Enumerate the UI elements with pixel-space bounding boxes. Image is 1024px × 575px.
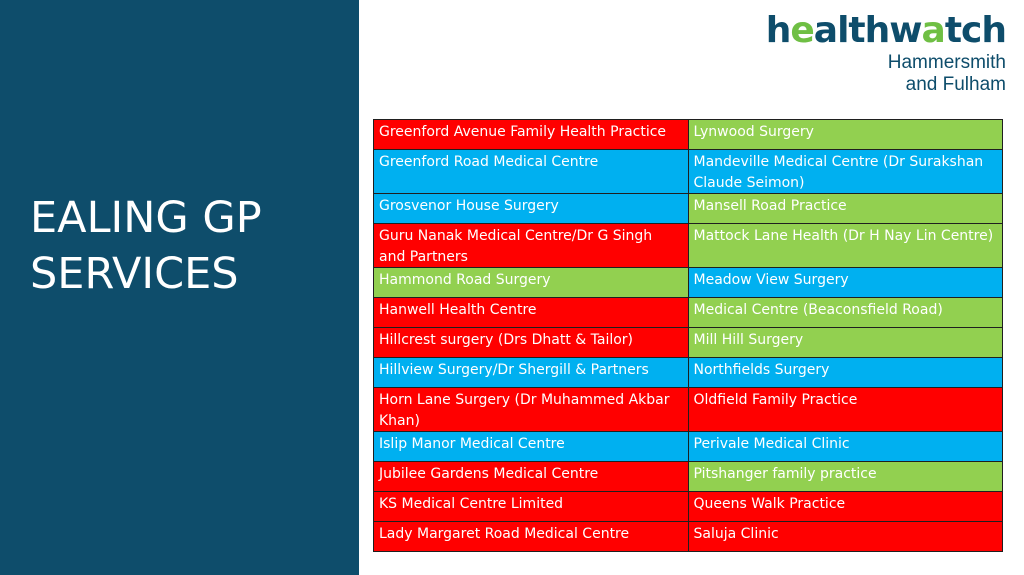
gp-practice-cell: Northfields Surgery bbox=[687, 357, 1003, 388]
gp-practice-cell: Hillcrest surgery (Drs Dhatt & Tailor) bbox=[373, 327, 689, 358]
gp-practice-cell: Mandeville Medical Centre (Dr Surakshan … bbox=[687, 149, 1003, 194]
table-row: Horn Lane Surgery (Dr Muhammed Akbar Kha… bbox=[373, 387, 1003, 432]
gp-practice-cell: Hanwell Health Centre bbox=[373, 297, 689, 328]
sidebar-panel: EALING GP SERVICES bbox=[0, 0, 359, 575]
gp-practice-cell: Mill Hill Surgery bbox=[687, 327, 1003, 358]
table-row: Greenford Avenue Family Health Practice L… bbox=[373, 119, 1003, 150]
page-title: EALING GP SERVICES bbox=[30, 190, 262, 302]
table-row: Lady Margaret Road Medical Centre Saluja … bbox=[373, 521, 1003, 552]
gp-practice-cell: Meadow View Surgery bbox=[687, 267, 1003, 298]
gp-practice-cell: Mattock Lane Health (Dr H Nay Lin Centre… bbox=[687, 223, 1003, 268]
logo-wordmark: healthwatch bbox=[765, 10, 1007, 51]
gp-practice-cell: Lynwood Surgery bbox=[687, 119, 1003, 150]
page-title-line1: EALING GP bbox=[30, 193, 262, 243]
gp-practice-cell: Islip Manor Medical Centre bbox=[373, 431, 689, 462]
table-row: Jubilee Gardens Medical Centre Pitshanger… bbox=[373, 461, 1003, 492]
gp-practice-cell: Hillview Surgery/Dr Shergill & Partners bbox=[373, 357, 689, 388]
healthwatch-logo: healthwatch Hammersmith and Fulham bbox=[736, 10, 1007, 96]
table-row: Hillcrest surgery (Drs Dhatt & Tailor) Mi… bbox=[373, 327, 1003, 358]
table-row: KS Medical Centre Limited Queens Walk Pra… bbox=[373, 491, 1003, 522]
gp-practice-cell: Pitshanger family practice bbox=[687, 461, 1003, 492]
table-row: Greenford Road Medical Centre Mandeville … bbox=[373, 149, 1003, 194]
gp-practice-cell: Perivale Medical Clinic bbox=[687, 431, 1003, 462]
gp-practice-cell: Saluja Clinic bbox=[687, 521, 1003, 552]
gp-practice-cell: Queens Walk Practice bbox=[687, 491, 1003, 522]
gp-services-table: Greenford Avenue Family Health Practice L… bbox=[373, 119, 1003, 552]
gp-practice-cell: Grosvenor House Surgery bbox=[373, 193, 689, 224]
table-row: Hanwell Health Centre Medical Centre (Bea… bbox=[373, 297, 1003, 328]
logo-subtitle-line1: Hammersmith bbox=[887, 52, 1006, 73]
table-row: Grosvenor House Surgery Mansell Road Prac… bbox=[373, 193, 1003, 224]
gp-practice-cell: Guru Nanak Medical Centre/Dr G Singh and… bbox=[373, 223, 689, 268]
gp-practice-cell: Hammond Road Surgery bbox=[373, 267, 689, 298]
table-row: Guru Nanak Medical Centre/Dr G Singh and… bbox=[373, 223, 1003, 268]
gp-practice-cell: Greenford Avenue Family Health Practice bbox=[373, 119, 689, 150]
gp-practice-cell: Mansell Road Practice bbox=[687, 193, 1003, 224]
gp-practice-cell: Jubilee Gardens Medical Centre bbox=[373, 461, 689, 492]
gp-practice-cell: KS Medical Centre Limited bbox=[373, 491, 689, 522]
gp-practice-cell: Medical Centre (Beaconsfield Road) bbox=[687, 297, 1003, 328]
table-row: Islip Manor Medical Centre Perivale Medic… bbox=[373, 431, 1003, 462]
gp-practice-cell: Horn Lane Surgery (Dr Muhammed Akbar Kha… bbox=[373, 387, 689, 432]
page-title-line2: SERVICES bbox=[30, 249, 239, 299]
logo-subtitle-line2: and Fulham bbox=[905, 74, 1006, 95]
gp-practice-cell: Lady Margaret Road Medical Centre bbox=[373, 521, 689, 552]
gp-practice-cell: Oldfield Family Practice bbox=[687, 387, 1003, 432]
gp-practice-cell: Greenford Road Medical Centre bbox=[373, 149, 689, 194]
table-row: Hammond Road Surgery Meadow View Surgery bbox=[373, 267, 1003, 298]
table-row: Hillview Surgery/Dr Shergill & Partners N… bbox=[373, 357, 1003, 388]
